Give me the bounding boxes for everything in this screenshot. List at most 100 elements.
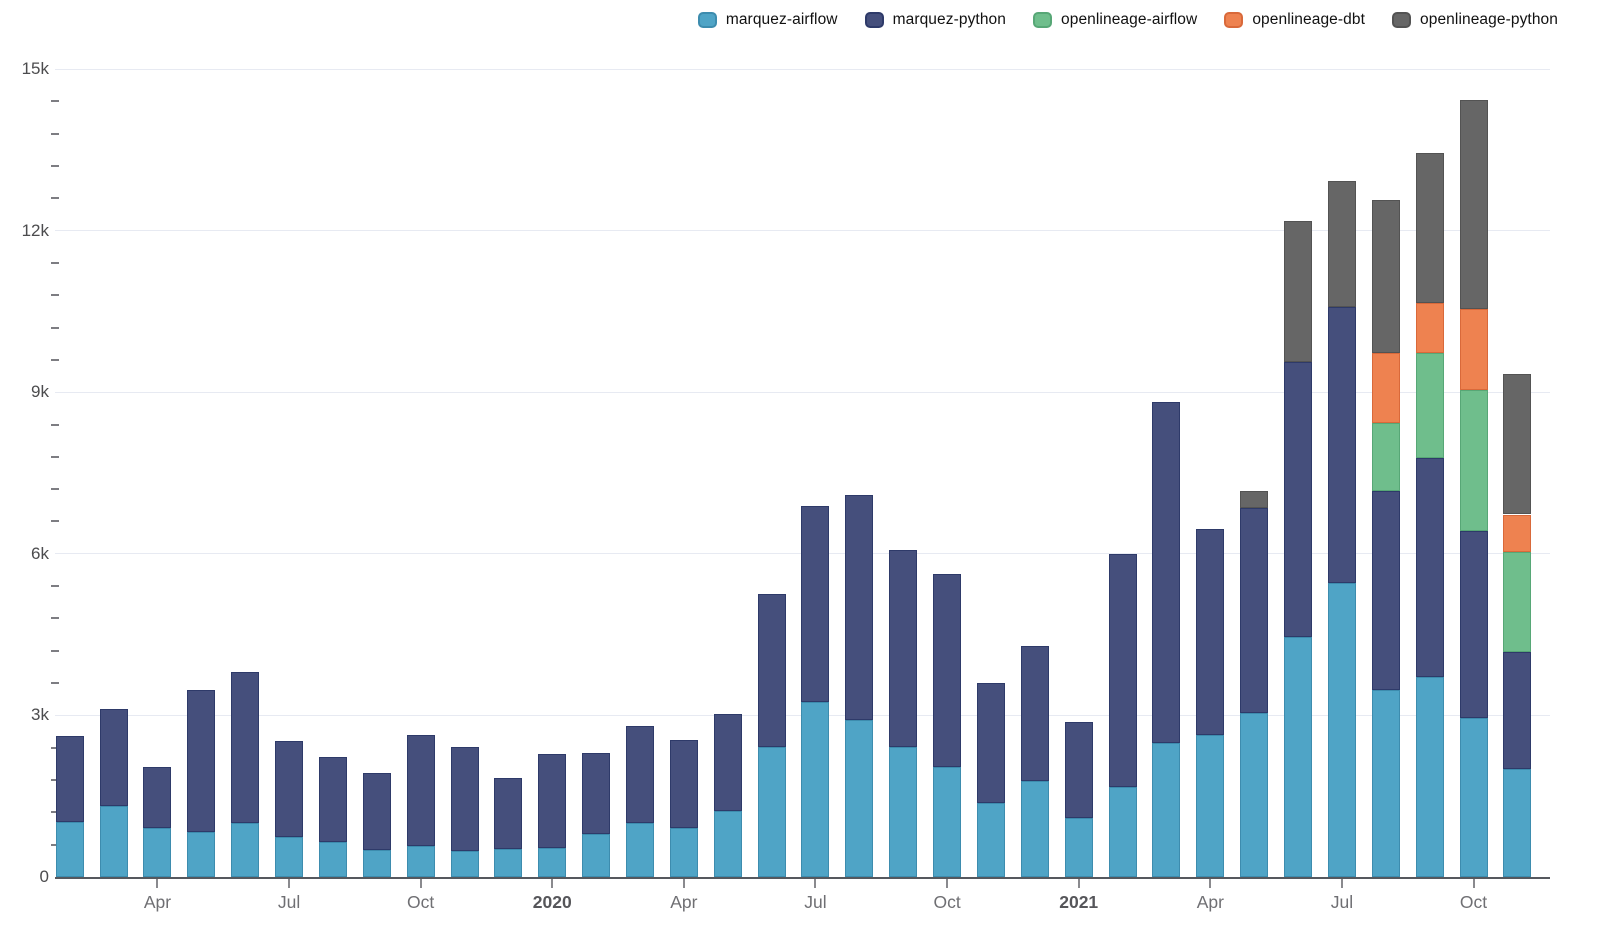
bar-segment-marquez-python[interactable] [1152,402,1181,744]
bar-segment-marquez-airflow[interactable] [1020,780,1049,877]
bar-segment-openlineage-dbt[interactable] [1503,514,1532,552]
bar-oct-2020 [933,69,962,877]
bar-segment-marquez-airflow[interactable] [1064,818,1093,877]
bar-mar-2020 [626,69,654,877]
bar-segment-marquez-airflow[interactable] [406,846,435,877]
bar-segment-marquez-airflow[interactable] [275,837,304,877]
bar-segment-marquez-airflow[interactable] [1152,743,1181,877]
bar-segment-marquez-airflow[interactable] [1284,637,1313,877]
bar-segment-marquez-airflow[interactable] [1459,718,1488,877]
bar-segment-marquez-airflow[interactable] [889,746,918,877]
legend-item-openlineage-python[interactable]: openlineage-python [1392,11,1558,29]
bar-segment-marquez-python[interactable] [450,747,479,852]
bar-segment-marquez-python[interactable] [669,739,698,828]
bar-segment-marquez-airflow[interactable] [538,848,567,877]
bar-segment-marquez-python[interactable] [1196,529,1225,736]
bar-segment-marquez-python[interactable] [976,683,1005,804]
x-axis-tick [288,879,291,888]
bar-segment-openlineage-dbt[interactable] [1371,353,1400,423]
bar-segment-marquez-airflow[interactable] [362,849,391,877]
bar-segment-marquez-airflow[interactable] [976,803,1005,877]
bar-segment-openlineage-python[interactable] [1415,153,1444,303]
bar-segment-marquez-python[interactable] [757,594,786,747]
bar-segment-openlineage-dbt[interactable] [1459,308,1488,390]
bar-segment-openlineage-airflow[interactable] [1415,352,1444,459]
x-axis-tick [946,879,949,888]
bar-segment-marquez-airflow[interactable] [99,806,128,877]
bar-segment-marquez-python[interactable] [1284,361,1313,638]
bar-segment-marquez-python[interactable] [1459,531,1488,719]
x-axis-label-Apr: Apr [143,892,172,912]
bar-segment-marquez-airflow[interactable] [845,720,874,877]
bar-segment-marquez-airflow[interactable] [450,851,479,877]
bar-segment-marquez-python[interactable] [55,736,84,822]
bar-segment-marquez-python[interactable] [231,671,260,824]
bar-segment-openlineage-python[interactable] [1327,180,1356,308]
legend-item-marquez-python[interactable]: marquez-python [864,11,1006,29]
bar-segment-marquez-airflow[interactable] [1415,676,1444,877]
bar-segment-marquez-airflow[interactable] [801,702,830,877]
bar-segment-marquez-python[interactable] [143,767,172,828]
bar-segment-marquez-airflow[interactable] [1196,735,1225,877]
bar-segment-marquez-python[interactable] [1327,307,1356,584]
bar-segment-marquez-airflow[interactable] [494,849,523,877]
bar-segment-openlineage-airflow[interactable] [1371,422,1400,492]
bar-segment-marquez-python[interactable] [1020,646,1049,781]
x-axis-tick [419,879,422,888]
bar-segment-marquez-airflow[interactable] [582,833,611,877]
bar-segment-marquez-airflow[interactable] [1503,769,1532,877]
bar-segment-marquez-python[interactable] [99,708,128,807]
bar-segment-marquez-python[interactable] [538,753,567,849]
bar-segment-marquez-python[interactable] [801,505,830,703]
bar-segment-marquez-python[interactable] [626,726,654,824]
bar-segment-marquez-python[interactable] [494,777,523,849]
bar-segment-marquez-python[interactable] [1371,491,1400,690]
bar-segment-marquez-python[interactable] [275,741,304,838]
bar-jul-2019 [275,69,304,877]
bar-segment-marquez-python[interactable] [1108,554,1137,787]
bar-segment-marquez-airflow[interactable] [1240,712,1269,877]
bar-segment-marquez-airflow[interactable] [757,746,786,877]
legend-item-openlineage-airflow[interactable]: openlineage-airflow [1033,11,1197,29]
bar-segment-marquez-python[interactable] [933,573,962,768]
bar-segment-openlineage-airflow[interactable] [1459,389,1488,532]
bar-segment-marquez-python[interactable] [1064,721,1093,819]
plot-area [51,68,1550,879]
bar-segment-marquez-python[interactable] [187,689,216,833]
bar-segment-marquez-airflow[interactable] [713,811,742,877]
bar-segment-marquez-airflow[interactable] [1108,786,1137,877]
legend-item-marquez-airflow[interactable]: marquez-airflow [697,11,838,29]
bar-segment-marquez-airflow[interactable] [1327,583,1356,877]
bar-segment-openlineage-dbt[interactable] [1415,302,1444,353]
bar-segment-marquez-python[interactable] [1503,651,1532,770]
legend-item-openlineage-dbt[interactable]: openlineage-dbt [1224,11,1365,29]
bar-segment-openlineage-python[interactable] [1459,100,1488,309]
bar-segment-marquez-airflow[interactable] [1371,689,1400,877]
bar-segment-marquez-airflow[interactable] [231,823,260,877]
bar-segment-marquez-python[interactable] [889,550,918,747]
bar-apr-2021 [1196,69,1225,877]
bar-segment-marquez-python[interactable] [845,494,874,721]
bar-segment-marquez-airflow[interactable] [143,827,172,877]
bar-segment-openlineage-python[interactable] [1503,374,1532,515]
bar-segment-openlineage-python[interactable] [1240,490,1269,509]
bar-segment-marquez-python[interactable] [713,713,742,812]
bar-segment-marquez-python[interactable] [582,752,611,834]
bar-segment-openlineage-python[interactable] [1284,221,1313,362]
bar-segment-marquez-python[interactable] [406,734,435,847]
bar-segment-marquez-python[interactable] [318,757,347,842]
bar-segment-marquez-airflow[interactable] [669,827,698,877]
bar-segment-marquez-airflow[interactable] [55,821,84,877]
gridline-15000 [55,68,1550,70]
bar-segment-openlineage-python[interactable] [1371,199,1400,354]
bar-segment-marquez-airflow[interactable] [318,842,347,877]
legend-swatch-icon [864,12,884,28]
bar-segment-marquez-airflow[interactable] [626,823,654,877]
bar-segment-marquez-airflow[interactable] [933,767,962,877]
bar-segment-marquez-python[interactable] [1415,458,1444,677]
bar-segment-marquez-python[interactable] [362,772,391,850]
bar-segment-marquez-python[interactable] [1240,508,1269,713]
bar-segment-openlineage-airflow[interactable] [1503,551,1532,652]
bar-segment-marquez-airflow[interactable] [187,832,216,877]
bar-aug-2021 [1371,69,1400,877]
